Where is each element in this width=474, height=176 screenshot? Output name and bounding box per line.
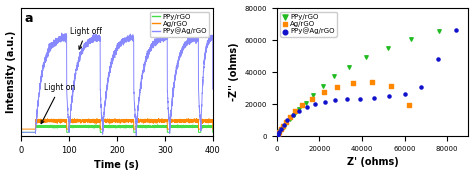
PPy/rGO: [290, 113, 298, 116]
Line: PPy@Ag/rGO: PPy@Ag/rGO: [21, 33, 213, 135]
Ag/rGO: [273, 134, 281, 137]
PPy@Ag/rGO: [59, 32, 64, 34]
PPy@Ag/rGO: [417, 85, 424, 88]
PPy/rGO: [319, 84, 327, 87]
PPy/rGO: [274, 134, 282, 136]
Ag/rGO: [156, 117, 162, 120]
PPy@Ag/rGO: [277, 128, 285, 130]
Ag/rGO: [274, 132, 282, 135]
PPy@Ag/rGO: [385, 95, 392, 98]
Ag/rGO: [277, 128, 284, 131]
PPy/rGO: [273, 134, 281, 137]
PPy/rGO: [384, 47, 392, 49]
PPy@Ag/rGO: [303, 106, 310, 109]
PPy/rGO: [363, 55, 370, 58]
PPy@Ag/rGO: [356, 97, 364, 100]
PPy@Ag/rGO: [331, 99, 339, 102]
PPy@Ag/rGO: [275, 131, 283, 133]
PPy/rGO: [283, 122, 290, 125]
PPy@Ag/rGO: [56, 37, 62, 39]
PPy/rGO: [115, 126, 120, 128]
PPy@Ag/rGO: [401, 92, 408, 95]
PPy/rGO: [330, 75, 338, 77]
Ag/rGO: [334, 85, 341, 88]
Y-axis label: Intensity (a.u.): Intensity (a.u.): [6, 31, 16, 113]
PPy/rGO: [295, 108, 303, 110]
PPy/rGO: [18, 131, 24, 133]
PPy/rGO: [278, 128, 285, 131]
X-axis label: Z' (ohms): Z' (ohms): [347, 158, 399, 167]
PPy@Ag/rGO: [280, 124, 287, 126]
Text: b: b: [286, 12, 295, 25]
PPy/rGO: [275, 131, 283, 134]
PPy/rGO: [407, 38, 415, 41]
Ag/rGO: [274, 133, 282, 136]
Ag/rGO: [100, 120, 106, 122]
PPy@Ag/rGO: [311, 103, 319, 106]
PPy@Ag/rGO: [273, 134, 281, 137]
Ag/rGO: [102, 119, 108, 121]
PPy@Ag/rGO: [45, 48, 51, 50]
PPy/rGO: [93, 124, 99, 126]
PPy/rGO: [210, 131, 216, 133]
Line: PPy/rGO: PPy/rGO: [21, 125, 213, 132]
PPy/rGO: [346, 65, 353, 68]
Ag/rGO: [56, 119, 62, 121]
PPy/rGO: [100, 126, 106, 128]
Legend: PPy/rGO, Ag/rGO, PPy@Ag/rGO: PPy/rGO, Ag/rGO, PPy@Ag/rGO: [280, 11, 337, 37]
PPy@Ag/rGO: [321, 100, 328, 103]
PPy@Ag/rGO: [370, 96, 377, 99]
Ag/rGO: [149, 121, 155, 123]
PPy@Ag/rGO: [102, 105, 108, 107]
PPy@Ag/rGO: [133, 134, 139, 136]
PPy/rGO: [45, 125, 51, 127]
PPy@Ag/rGO: [210, 88, 216, 90]
PPy@Ag/rGO: [274, 134, 282, 136]
PPy@Ag/rGO: [100, 131, 106, 133]
X-axis label: Time (s): Time (s): [94, 161, 139, 170]
PPy@Ag/rGO: [343, 98, 351, 101]
PPy@Ag/rGO: [289, 114, 297, 117]
Legend: PPy/rGO, Ag/rGO, PPy@Ag/rGO: PPy/rGO, Ag/rGO, PPy@Ag/rGO: [149, 11, 210, 37]
Ag/rGO: [282, 120, 290, 123]
Text: Light off: Light off: [71, 27, 102, 49]
Text: a: a: [25, 12, 34, 25]
PPy/rGO: [286, 118, 293, 121]
PPy/rGO: [309, 93, 317, 96]
PPy/rGO: [276, 130, 284, 133]
Ag/rGO: [45, 119, 51, 121]
PPy/rGO: [302, 101, 310, 104]
Text: Light on: Light on: [41, 83, 75, 124]
Ag/rGO: [210, 128, 216, 130]
Ag/rGO: [368, 80, 375, 83]
PPy/rGO: [435, 30, 442, 33]
PPy@Ag/rGO: [115, 45, 120, 48]
PPy@Ag/rGO: [283, 119, 291, 122]
PPy/rGO: [56, 126, 62, 128]
PPy/rGO: [102, 125, 108, 127]
PPy@Ag/rGO: [452, 29, 459, 32]
Ag/rGO: [350, 81, 357, 84]
Ag/rGO: [299, 103, 306, 106]
Ag/rGO: [115, 120, 120, 122]
PPy@Ag/rGO: [295, 109, 303, 112]
Ag/rGO: [286, 115, 293, 118]
Y-axis label: -Z'' (ohms): -Z'' (ohms): [229, 43, 239, 101]
Ag/rGO: [291, 110, 299, 113]
PPy@Ag/rGO: [274, 133, 282, 135]
Ag/rGO: [308, 97, 316, 100]
PPy@Ag/rGO: [149, 43, 155, 45]
Line: Ag/rGO: Ag/rGO: [21, 118, 213, 129]
Ag/rGO: [320, 91, 328, 93]
Ag/rGO: [387, 84, 394, 87]
Ag/rGO: [275, 130, 283, 133]
PPy/rGO: [274, 133, 282, 136]
PPy/rGO: [280, 125, 287, 128]
Ag/rGO: [405, 103, 412, 106]
Ag/rGO: [279, 124, 287, 127]
PPy@Ag/rGO: [434, 58, 441, 61]
Ag/rGO: [18, 128, 24, 130]
PPy@Ag/rGO: [18, 131, 24, 133]
PPy/rGO: [149, 126, 155, 128]
